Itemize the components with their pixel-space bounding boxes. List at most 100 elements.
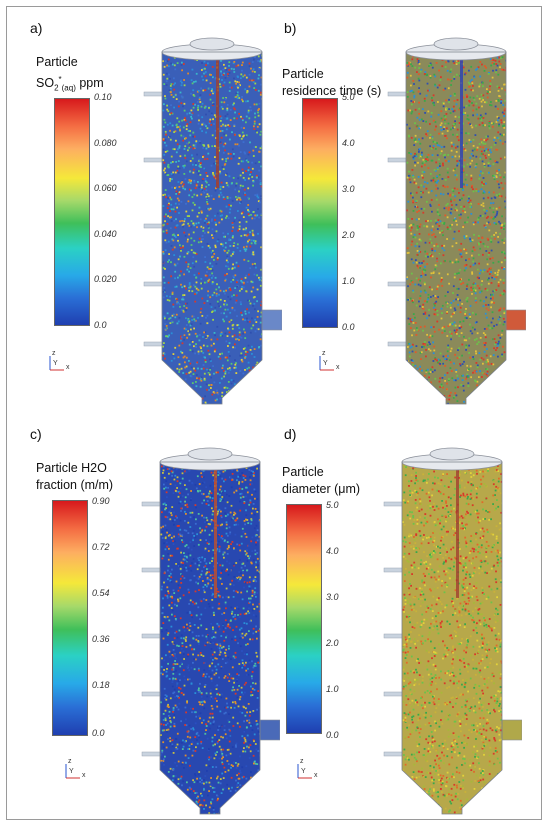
colorbar-tick: 0.0 xyxy=(92,728,105,738)
colorbar-title: Particle H2O fraction (m/m) xyxy=(36,460,113,494)
outlet-duct xyxy=(505,309,526,331)
colorbar-title: Particle diameter (μm) xyxy=(282,464,360,498)
colorbar-tick: 0.020 xyxy=(94,274,117,284)
axis-triad-lines xyxy=(319,356,334,371)
side-nozzle xyxy=(141,691,161,697)
side-nozzle xyxy=(143,223,163,229)
colorbar-tick: 2.0 xyxy=(326,638,339,648)
side-nozzle xyxy=(141,633,161,639)
spray-lance xyxy=(214,468,217,598)
axis-y-label: Y xyxy=(323,360,328,367)
panel-label: b) xyxy=(284,20,297,36)
vessel-inlet-cap xyxy=(187,447,233,461)
side-nozzle xyxy=(143,281,163,287)
colorbar-tick: 0.10 xyxy=(94,92,112,102)
colorbar-tick: 0.080 xyxy=(94,138,117,148)
colorbar-title-line2: fraction (m/m) xyxy=(36,478,114,492)
axis-y-label: Y xyxy=(53,360,58,367)
colorbar-tick: 1.0 xyxy=(326,684,339,694)
side-nozzle xyxy=(387,281,407,287)
vessel-outline xyxy=(401,461,503,815)
scrubber-vessel-render xyxy=(143,37,282,405)
axis-z-label: z xyxy=(68,758,72,765)
axis-x-label: x xyxy=(66,364,70,371)
vessel-inlet-cap xyxy=(189,37,235,51)
side-nozzle xyxy=(141,501,161,507)
vessel-outline xyxy=(405,51,507,405)
vessel-inlet-cap xyxy=(433,37,479,51)
outlet-duct xyxy=(501,719,522,741)
colorbar-tick: 4.0 xyxy=(342,138,355,148)
vessel-outline xyxy=(159,461,261,815)
side-nozzle xyxy=(143,157,163,163)
colorbar-title-line1: Particle H2O xyxy=(36,461,107,475)
colorbar-tick: 0.90 xyxy=(92,496,110,506)
colorbar-tick: 0.060 xyxy=(94,183,117,193)
side-nozzle xyxy=(383,501,403,507)
scrubber-vessel-render xyxy=(387,37,526,405)
colorbar-tick: 1.0 xyxy=(342,276,355,286)
colorbar-title-line1: Particle xyxy=(282,465,324,479)
spray-lance xyxy=(456,468,459,598)
particle-field xyxy=(406,52,506,404)
colorbar-tick: 0.72 xyxy=(92,542,110,552)
axis-x-label: x xyxy=(336,364,340,371)
spray-lance xyxy=(216,58,219,188)
panel-c: c) Particle H2O fraction (m/m) 0.90 0.72… xyxy=(22,416,290,816)
side-nozzle xyxy=(383,633,403,639)
colorbar-title-line2: diameter (μm) xyxy=(282,482,361,496)
colorbar-title: Particle residence time (s) xyxy=(282,66,381,100)
vessel-outline xyxy=(161,51,263,405)
axis-triad-lines xyxy=(49,356,64,371)
colorbar-title-line2: residence time (s) xyxy=(282,84,382,98)
side-nozzle xyxy=(141,751,161,757)
colorbar-tick: 0.0 xyxy=(94,320,107,330)
colorbar-tick: 0.18 xyxy=(92,680,110,690)
axis-z-label: z xyxy=(52,350,56,357)
side-nozzle xyxy=(143,91,163,97)
side-nozzle xyxy=(141,567,161,573)
colorbar-tick: 4.0 xyxy=(326,546,339,556)
colorbar-tick: 0.040 xyxy=(94,229,117,239)
colorbar-tick: 0.0 xyxy=(342,322,355,332)
colorbar xyxy=(52,500,88,736)
vessel-inlet-cap xyxy=(429,447,475,461)
side-nozzle xyxy=(143,341,163,347)
side-nozzle xyxy=(387,223,407,229)
colorbar-title-line2: SO2*(aq) ppm xyxy=(36,75,104,93)
axis-y-label: Y xyxy=(301,768,306,775)
side-nozzle xyxy=(387,157,407,163)
spray-lance xyxy=(460,58,463,188)
scrubber-vessel-render xyxy=(383,447,522,815)
axis-z-label: z xyxy=(300,758,304,765)
vessel-body xyxy=(160,462,260,814)
side-nozzle xyxy=(383,751,403,757)
colorbar-tick: 3.0 xyxy=(342,184,355,194)
scrubber-vessel-render xyxy=(141,447,280,815)
colorbar-tick: 0.54 xyxy=(92,588,110,598)
colorbar xyxy=(54,98,90,326)
side-nozzle xyxy=(387,91,407,97)
colorbar-title-line1: Particle xyxy=(36,55,78,69)
panel-b: b) Particle residence time (s) 5.0 4.0 3… xyxy=(278,12,546,412)
panel-d: d) Particle diameter (μm) 5.0 4.0 3.0 2.… xyxy=(278,416,546,816)
axis-x-label: x xyxy=(314,772,318,779)
colorbar-tick: 0.0 xyxy=(326,730,339,740)
axis-x-label: x xyxy=(82,772,86,779)
colorbar-tick: 3.0 xyxy=(326,592,339,602)
panel-label: a) xyxy=(30,20,43,36)
panel-a: a) Particle SO2*(aq) ppm 0.10 0.080 0.06… xyxy=(22,12,290,412)
colorbar-tick: 0.36 xyxy=(92,634,110,644)
axis-triad-lines xyxy=(297,764,312,779)
side-nozzle xyxy=(383,691,403,697)
axis-z-label: z xyxy=(322,350,326,357)
panel-label: d) xyxy=(284,426,297,442)
colorbar-tick: 5.0 xyxy=(342,92,355,102)
side-nozzle xyxy=(387,341,407,347)
axis-triad-lines xyxy=(65,764,80,779)
colorbar xyxy=(286,504,322,734)
particle-field xyxy=(402,462,502,814)
panel-label: c) xyxy=(30,426,42,442)
